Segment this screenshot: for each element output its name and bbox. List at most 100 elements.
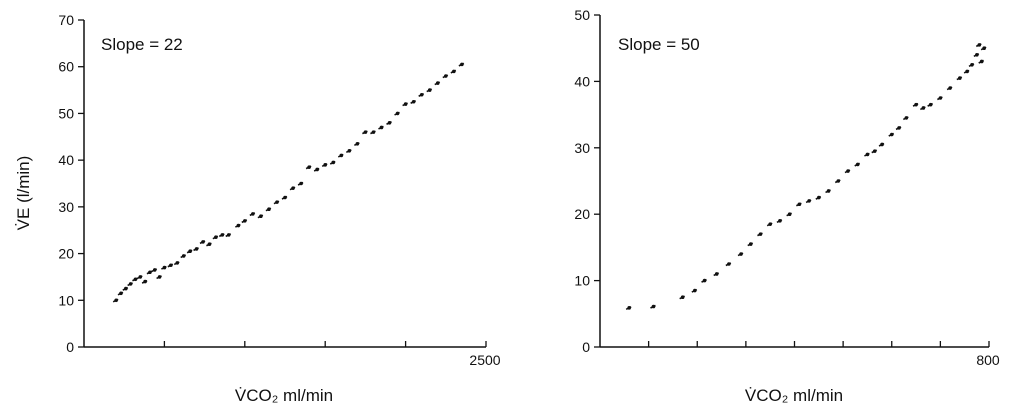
data-point-trace [281, 195, 288, 200]
y-tick-label: 30 [574, 140, 590, 156]
data-point-trace [912, 102, 919, 107]
data-point-trace [450, 69, 457, 74]
data-point-trace [805, 199, 812, 204]
data-point-trace [737, 252, 744, 257]
data-point-trace [362, 130, 368, 135]
data-point-trace [946, 86, 953, 91]
data-point-trace [927, 102, 934, 107]
data-point-trace [206, 242, 212, 247]
data-point-trace [402, 102, 408, 107]
y-tick-label: 20 [58, 246, 74, 262]
x-axis-title: V̇CO₂ ml/min [235, 386, 333, 405]
data-point-trace [321, 163, 328, 168]
data-point-trace [305, 165, 312, 170]
data-point-trace [973, 53, 980, 58]
data-point-trace [345, 149, 352, 154]
data-point-trace [871, 149, 878, 154]
axis-ticks: 0 10 20 30 40 50 60 70 [58, 12, 487, 355]
data-point-trace [378, 125, 384, 130]
data-point-trace [786, 212, 792, 217]
data-point-trace [122, 286, 129, 291]
data-point-trace [442, 74, 449, 79]
data-point-trace [151, 268, 158, 273]
y-tick-label: 0 [66, 339, 74, 355]
data-point-trace [156, 275, 162, 280]
data-point-trace [273, 200, 280, 205]
data-point-trace [167, 263, 174, 268]
data-point-trace [186, 249, 193, 254]
y-tick-label: 0 [582, 339, 590, 355]
data-point-trace [146, 270, 153, 275]
data-point-trace [815, 195, 822, 200]
data-point-trace [844, 169, 851, 174]
axis-ticks: 0 10 20 30 40 50 [574, 7, 990, 355]
data-point-trace [257, 214, 264, 219]
data-point-trace [289, 186, 296, 191]
data-point-trace [796, 202, 802, 207]
y-tick-label: 70 [58, 12, 74, 28]
data-point-trace [975, 43, 982, 48]
data-point-trace [141, 279, 148, 284]
x-tick-label: 2500 [469, 352, 500, 368]
chart-panel-left: Slope = 22 V̇E (l/min) V̇CO₂ ml/min 2500… [14, 12, 501, 405]
data-point-trace [937, 96, 943, 101]
data-point-trace [701, 278, 707, 283]
data-point-trace [136, 275, 143, 280]
data-point-trace [127, 282, 133, 287]
data-point-trace [265, 207, 272, 212]
data-point-trace [394, 111, 400, 116]
chart-panel-right: Slope = 50 V̇CO₂ ml/min 800 0 10 20 30 40 50 [574, 7, 999, 405]
slope-annotation: Slope = 50 [618, 35, 700, 54]
data-point-trace [747, 242, 754, 247]
y-tick-label: 60 [58, 59, 74, 75]
y-tick-label: 10 [58, 292, 74, 308]
data-point-trace [337, 153, 344, 158]
x-axis-title: V̇CO₂ ml/min [745, 386, 843, 405]
data-point-trace [410, 100, 416, 104]
y-axis-title: V̇E (l/min) [14, 156, 33, 231]
data-point-trace [117, 291, 124, 296]
data-point-trace [968, 63, 975, 68]
data-point-trace [757, 232, 763, 237]
data-point-trace [434, 81, 441, 86]
data-point-trace [241, 219, 248, 224]
data-point-trace [313, 167, 320, 172]
data-point-trace [956, 76, 963, 81]
data-point-trace [370, 130, 376, 135]
data-point-trace [864, 152, 870, 157]
data-point-trace [173, 261, 180, 266]
data-point-trace [978, 59, 985, 64]
data-point-trace [386, 121, 392, 125]
data-point-trace [458, 62, 465, 67]
data-point-trace [766, 222, 773, 227]
data-points [625, 43, 987, 311]
data-point-trace [691, 288, 698, 293]
data-point-trace [980, 46, 987, 51]
data-point-trace [919, 106, 926, 111]
data-point-trace [895, 126, 902, 131]
y-tick-label: 30 [58, 199, 74, 215]
y-tick-label: 10 [574, 273, 590, 289]
x-tick-label: 800 [976, 352, 1000, 368]
y-tick-label: 50 [574, 7, 590, 23]
data-point-trace [218, 233, 225, 238]
data-point-trace [963, 69, 970, 74]
data-point-trace [902, 116, 909, 121]
data-point-trace [878, 142, 885, 147]
data-point-trace [329, 160, 336, 165]
data-point-trace [650, 304, 656, 309]
data-point-trace [112, 298, 119, 303]
data-point-trace [426, 88, 433, 93]
data-point-trace [199, 240, 206, 245]
data-point-trace [776, 219, 783, 224]
data-point-trace [679, 295, 686, 300]
data-point-trace [249, 212, 256, 217]
y-tick-label: 40 [58, 152, 74, 168]
data-point-trace [193, 247, 199, 252]
y-tick-label: 40 [574, 73, 590, 89]
data-point-trace [888, 132, 895, 137]
data-point-trace [180, 254, 187, 259]
data-point-trace [418, 93, 425, 97]
y-tick-label: 20 [574, 206, 590, 222]
